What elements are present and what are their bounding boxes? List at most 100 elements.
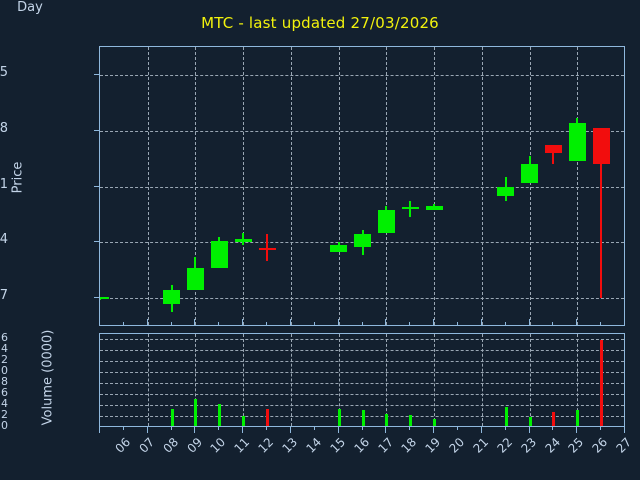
day-tick-label: 18 xyxy=(398,435,420,456)
volume-tick-label: 4 xyxy=(1,397,8,411)
volume-tick-label: 16 xyxy=(0,331,8,345)
day-tick-mark-price xyxy=(266,322,268,326)
day-tick-mark-price xyxy=(242,319,244,326)
price-gridline xyxy=(100,130,624,132)
volume-bar xyxy=(337,409,341,426)
day-tick-mark xyxy=(99,427,100,433)
day-tick-label: 13 xyxy=(279,435,301,456)
volume-bar xyxy=(361,409,365,426)
candle-body xyxy=(592,127,610,165)
day-gridline xyxy=(434,334,436,426)
day-tick-mark xyxy=(170,427,172,430)
day-tick-mark xyxy=(385,427,387,433)
day-tick-mark-price xyxy=(528,319,530,326)
day-tick-mark-price xyxy=(170,322,172,326)
day-tick-mark xyxy=(433,427,435,433)
day-tick-mark xyxy=(361,427,363,430)
candle-wick xyxy=(242,232,245,246)
candle-body xyxy=(186,267,204,291)
volume-bar xyxy=(433,419,437,426)
day-gridline xyxy=(147,47,149,325)
day-tick-mark-price xyxy=(576,319,578,326)
day-tick-label: 26 xyxy=(589,435,611,456)
day-gridline xyxy=(529,334,531,426)
volume-axis-label: Volume (0000) xyxy=(40,329,56,426)
day-tick-mark xyxy=(122,427,124,430)
day-tick-mark xyxy=(528,427,530,433)
day-tick-mark-price xyxy=(480,319,482,326)
candle-body xyxy=(521,164,539,184)
price-gridline xyxy=(100,74,624,76)
volume-bar xyxy=(242,416,246,426)
day-tick-mark xyxy=(218,427,220,430)
price-tick-label: 4.7 xyxy=(0,288,8,304)
price-tick-label: 6.1 xyxy=(0,176,8,192)
volume-gridline xyxy=(100,361,624,363)
day-tick-label: 11 xyxy=(231,435,253,456)
candle-wick xyxy=(552,145,555,165)
day-tick-mark-price xyxy=(122,322,124,326)
day-tick-mark-price xyxy=(600,322,602,326)
day-tick-mark-price xyxy=(146,319,148,326)
day-tick-mark xyxy=(146,427,148,433)
day-gridline xyxy=(243,47,245,325)
candle-body xyxy=(497,186,515,197)
day-tick-label: 14 xyxy=(303,435,325,456)
price-axis-label: Price xyxy=(10,161,26,194)
volume-tick-label: 10 xyxy=(0,364,8,378)
day-gridline xyxy=(386,334,388,426)
day-tick-mark xyxy=(600,427,602,430)
day-gridline xyxy=(338,47,340,325)
day-tick-label: 12 xyxy=(255,435,277,456)
price-tick-mark xyxy=(94,241,99,243)
day-tick-label: 22 xyxy=(494,435,515,456)
day-tick-mark-price xyxy=(433,319,435,326)
day-tick-label: 07 xyxy=(136,435,158,456)
volume-tick-label: 8 xyxy=(1,375,8,389)
day-tick-mark xyxy=(504,427,506,430)
day-tick-mark-price xyxy=(552,322,554,326)
day-gridline xyxy=(386,47,388,325)
volume-gridline xyxy=(100,405,624,407)
day-tick-label: 21 xyxy=(470,435,492,456)
day-tick-mark-price xyxy=(409,322,411,326)
day-tick-mark xyxy=(480,427,482,433)
day-tick-mark xyxy=(552,427,554,430)
day-gridline xyxy=(481,47,483,325)
day-gridline xyxy=(529,47,531,325)
volume-gridline xyxy=(100,339,624,341)
day-axis-label: Day xyxy=(17,0,43,15)
day-tick-mark xyxy=(456,427,458,430)
day-tick-mark xyxy=(266,427,268,430)
candle-body xyxy=(401,207,419,210)
day-tick-mark-price xyxy=(289,319,291,326)
price-tick-label: 6.8 xyxy=(0,120,8,136)
price-plot-area xyxy=(99,46,625,326)
day-tick-label: 27 xyxy=(613,435,635,456)
day-tick-mark xyxy=(409,427,411,430)
volume-bar xyxy=(528,417,532,426)
candle-wick xyxy=(600,127,603,299)
candle-body xyxy=(163,290,181,305)
volume-tick-label: 14 xyxy=(0,342,8,356)
candle-body xyxy=(425,205,443,211)
day-tick-mark xyxy=(576,427,578,433)
candle-body xyxy=(100,296,109,299)
volume-bar xyxy=(552,412,556,426)
day-tick-label: 06 xyxy=(112,435,134,456)
price-tick-mark xyxy=(94,73,99,75)
candle-body xyxy=(234,239,252,243)
day-tick-mark xyxy=(337,427,339,433)
volume-bar xyxy=(194,398,198,426)
day-gridline xyxy=(290,47,292,325)
day-tick-mark-price xyxy=(385,319,387,326)
candle-body xyxy=(330,245,348,252)
day-tick-label: 08 xyxy=(160,435,181,456)
day-gridline xyxy=(481,334,483,426)
day-tick-label: 24 xyxy=(542,435,563,456)
day-tick-mark-price xyxy=(99,319,100,326)
day-tick-mark xyxy=(242,427,244,433)
volume-bar xyxy=(409,414,413,426)
volume-bar xyxy=(385,413,389,426)
day-tick-mark xyxy=(289,427,291,433)
